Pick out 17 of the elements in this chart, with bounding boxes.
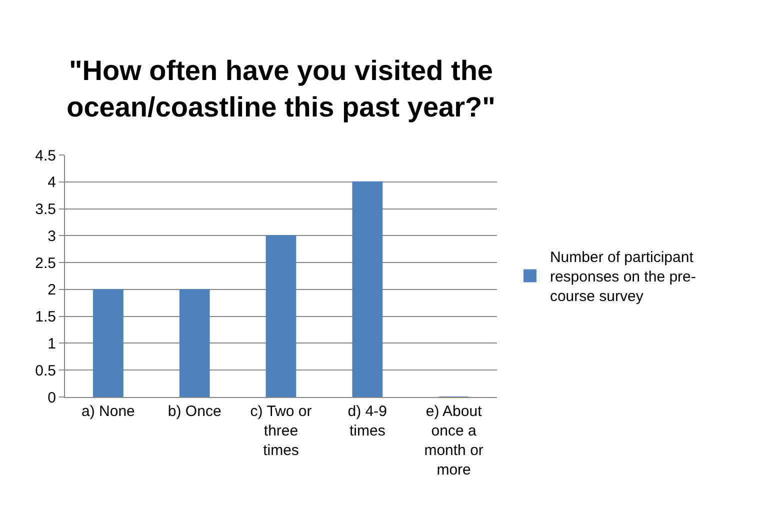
x-tick-label: b) Once [168,403,222,420]
legend-label: Number of participant responses on the pre-course survey [550,249,696,306]
y-tick-label: 2 [48,282,56,299]
y-tick-label: 3 [48,228,56,245]
x-tick-label: e) About once a month or more [424,403,484,478]
chart-title: "How often have you visited the ocean/coastline this past year?" [66,54,496,122]
y-tick-label: 4 [48,174,56,192]
y-tick-label: 1.5 [35,308,56,326]
y-tick-label: 0 [48,389,56,406]
x-tick-label: d) 4-9 times [348,403,387,440]
y-tick-label: 2.5 [35,254,56,272]
y-tick-label: 0.5 [35,362,56,380]
y-tick-label: 4.5 [35,147,56,164]
x-tick-label: a) None [82,403,135,420]
y-tick-label: 3.5 [35,201,56,218]
y-tick-label: 1 [48,335,56,352]
x-tick-label: c) Two or three times [250,403,312,459]
